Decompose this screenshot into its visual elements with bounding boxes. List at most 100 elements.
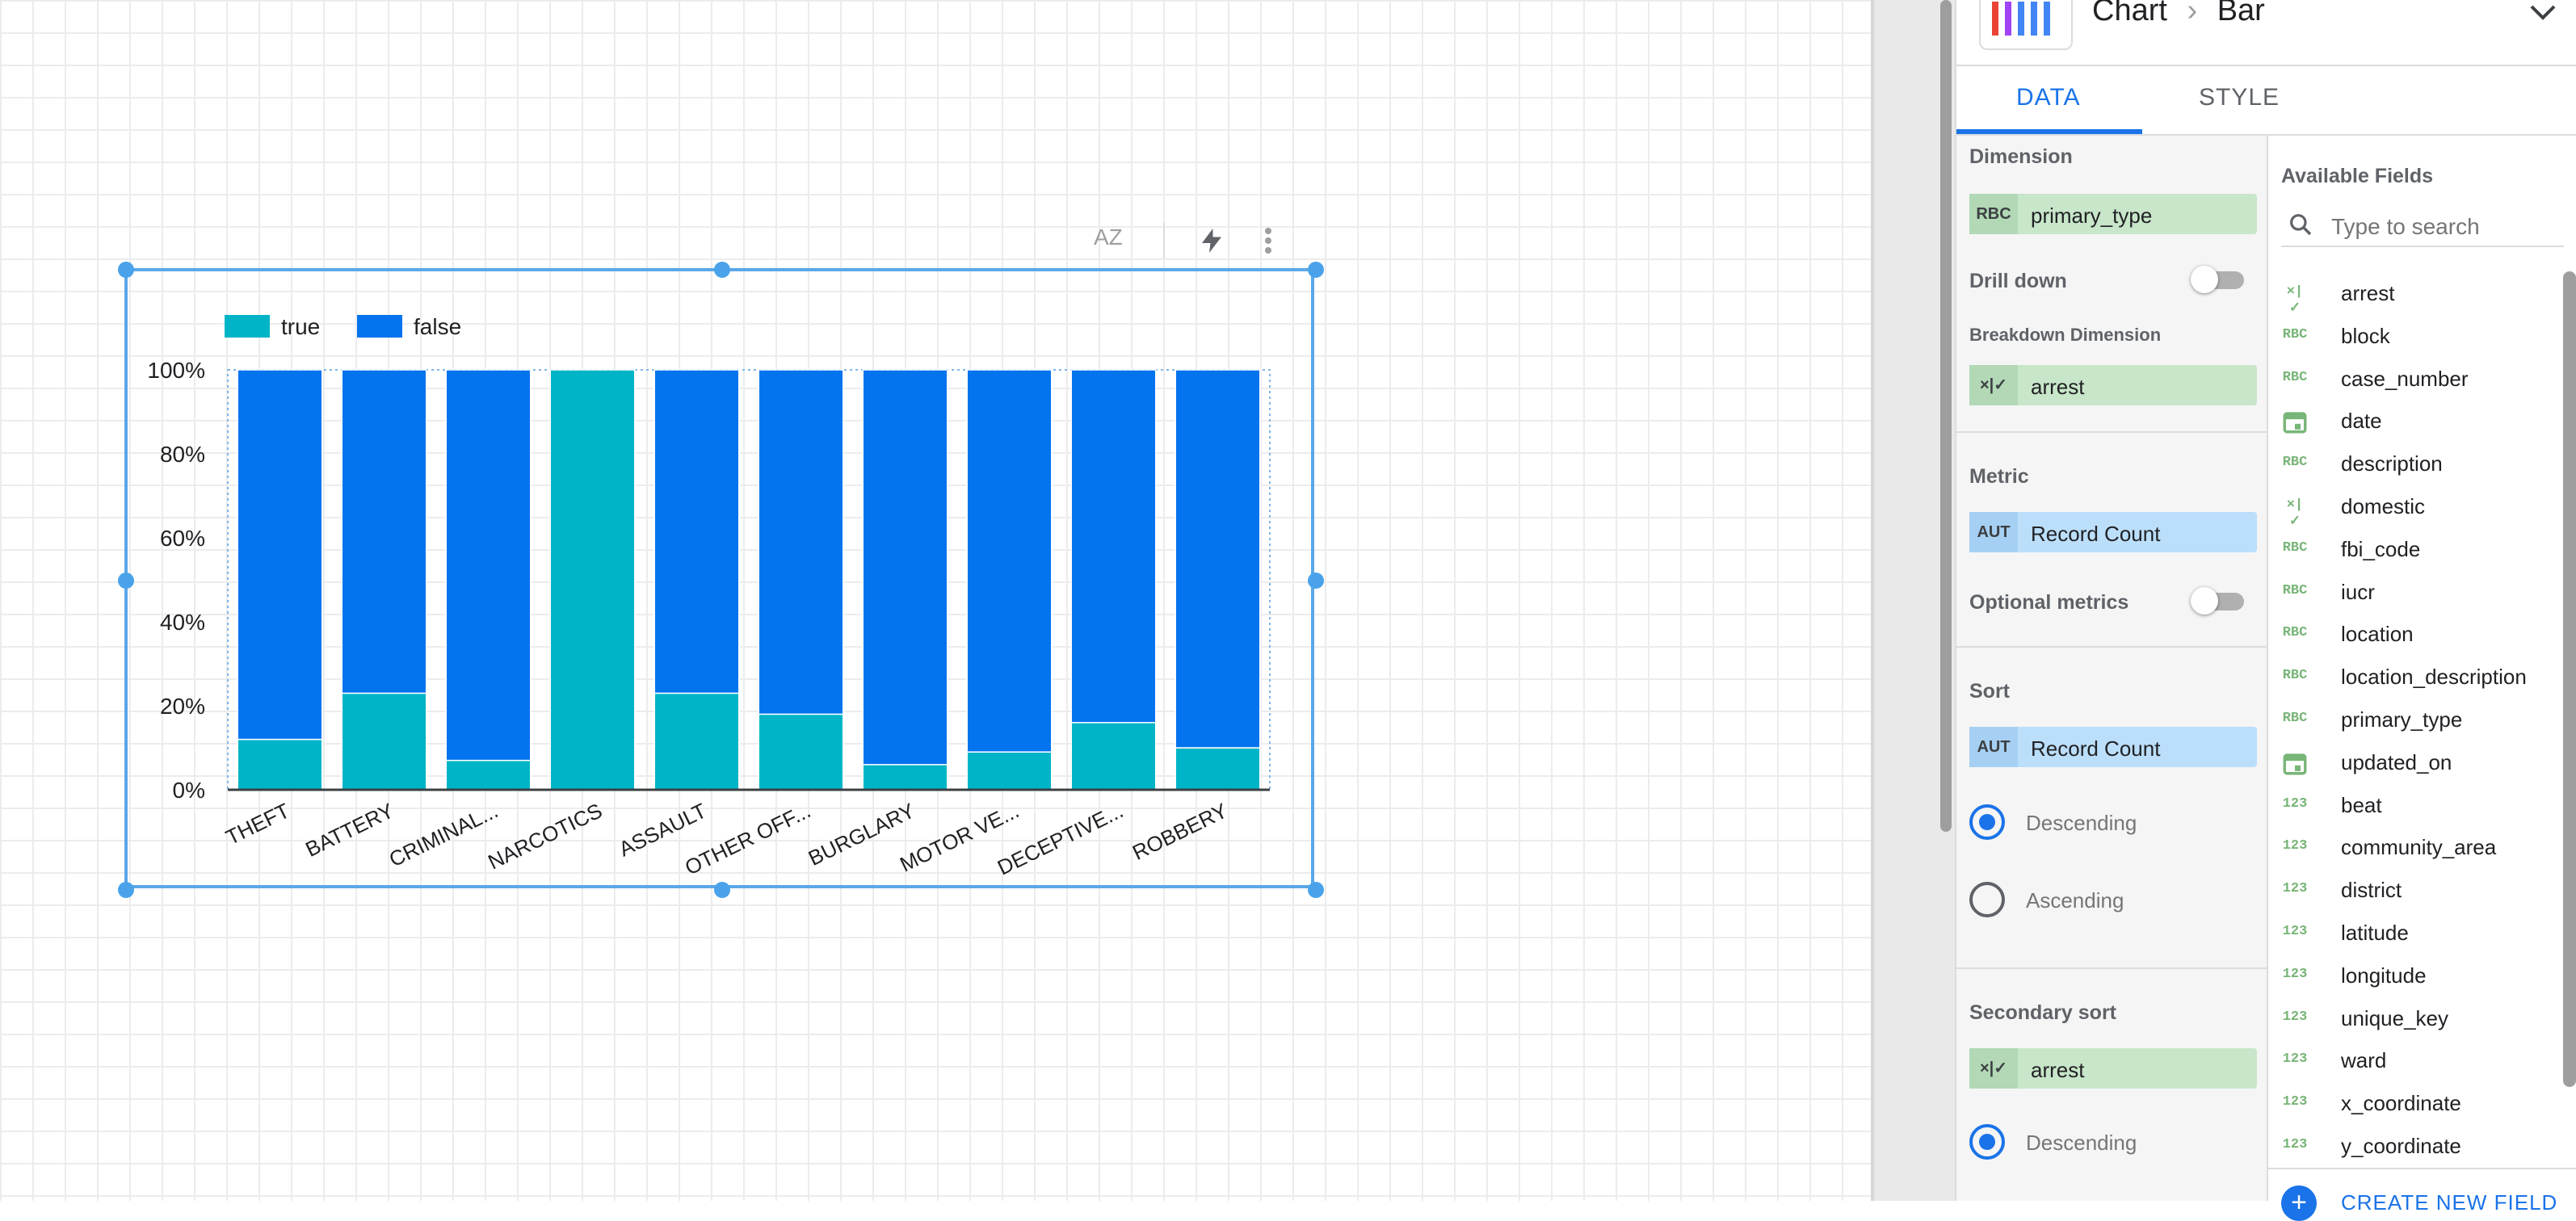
- plot-area-outline: [227, 369, 1271, 791]
- resize-handle-bottom-right[interactable]: [1308, 882, 1324, 898]
- bar-segment-false: [758, 369, 844, 715]
- lightning-icon[interactable]: [1197, 224, 1226, 257]
- canvas-scrollbar[interactable]: [1940, 0, 1952, 832]
- field-item[interactable]: 123 district: [2268, 871, 2559, 913]
- number-type-icon: 123: [2282, 924, 2308, 939]
- field-item-name: iucr: [2341, 579, 2375, 604]
- field-item[interactable]: 123 community_area: [2268, 829, 2559, 871]
- bar-segment-false: [1175, 369, 1261, 749]
- bar-chart-type-icon[interactable]: [1979, 0, 2073, 50]
- optional-metrics-label: Optional metrics: [1969, 591, 2129, 614]
- field-item[interactable]: 123 beat: [2268, 787, 2559, 829]
- field-item[interactable]: RBC primary_type: [2268, 701, 2559, 743]
- text-type-icon: RBC: [2282, 369, 2308, 385]
- text-type-icon: RBC: [2282, 625, 2308, 641]
- field-item-name: ward: [2341, 1048, 2387, 1073]
- sort-label: Sort: [1969, 680, 2010, 703]
- properties-panel: Chart › Bar DATA STYLE Dimension RBC pri…: [1955, 0, 2576, 1221]
- calendar-icon: [2281, 749, 2309, 783]
- field-item[interactable]: RBC description: [2268, 445, 2559, 487]
- tab-data[interactable]: DATA: [2016, 84, 2081, 111]
- fields-scrollbar[interactable]: [2563, 271, 2576, 1087]
- boolean-type-icon: ×|✓: [2286, 497, 2304, 530]
- legend-label-true: true: [281, 314, 320, 339]
- number-type-icon: 123: [2282, 1009, 2308, 1025]
- resize-handle-bottom[interactable]: [714, 882, 730, 898]
- section-divider: [1956, 431, 2267, 433]
- x-tick-label: CRIMINAL...: [385, 798, 502, 871]
- field-item[interactable]: RBC block: [2268, 317, 2559, 359]
- more-vert-icon[interactable]: [1259, 224, 1278, 257]
- field-item[interactable]: 123 y_coordinate: [2268, 1127, 2559, 1169]
- tab-style[interactable]: STYLE: [2199, 84, 2280, 111]
- metric-chip[interactable]: AUT Record Count: [1969, 512, 2257, 552]
- field-item-name: y_coordinate: [2341, 1134, 2461, 1158]
- text-type-icon: RBC: [2282, 711, 2308, 726]
- sort-az-icon[interactable]: AZ: [1094, 224, 1123, 250]
- field-search-input[interactable]: [2330, 210, 2559, 244]
- field-item[interactable]: 123 x_coordinate: [2268, 1085, 2559, 1127]
- field-item-name: case_number: [2341, 366, 2469, 391]
- field-item-name: block: [2341, 323, 2390, 348]
- chevron-down-icon[interactable]: [2527, 2, 2559, 24]
- resize-handle-left[interactable]: [118, 573, 134, 589]
- chevron-right-icon: ›: [2187, 0, 2198, 27]
- field-item[interactable]: 123 unique_key: [2268, 1000, 2559, 1042]
- number-type-icon: 123: [2282, 795, 2308, 812]
- create-new-field-button[interactable]: + CREATE NEW FIELD: [2268, 1168, 2576, 1221]
- dimension-chip[interactable]: RBC primary_type: [1969, 194, 2257, 234]
- bar-segment-true: [1070, 722, 1157, 791]
- chart-type-breadcrumb[interactable]: Chart › Bar: [2092, 0, 2265, 28]
- field-item[interactable]: RBC location: [2268, 615, 2559, 657]
- metric-label: Metric: [1969, 465, 2029, 488]
- field-item[interactable]: 123 longitude: [2268, 957, 2559, 999]
- field-item[interactable]: updated_on: [2268, 744, 2559, 786]
- secondary-sort-field-name: arrest: [2031, 1058, 2085, 1082]
- bar-segment-true: [549, 369, 636, 791]
- boolean-type-icon: ×|✓: [1969, 365, 2018, 405]
- x-tick-label: NARCOTICS: [484, 798, 606, 874]
- y-tick-label: 20%: [160, 694, 205, 719]
- field-item[interactable]: ×|✓ domestic: [2268, 488, 2559, 530]
- field-item[interactable]: ×|✓ arrest: [2268, 275, 2559, 317]
- bar-segment-true: [653, 692, 740, 791]
- resize-handle-top-right[interactable]: [1308, 262, 1324, 278]
- resize-handle-bottom-left[interactable]: [118, 882, 134, 898]
- field-item[interactable]: date: [2268, 402, 2559, 444]
- field-item-name: location_description: [2341, 665, 2527, 690]
- sort-field-name: Record Count: [2031, 736, 2161, 761]
- bar-segment-true: [862, 764, 948, 791]
- data-configuration: Dimension RBC primary_type Drill down Br…: [1956, 136, 2268, 1201]
- resize-handle-top[interactable]: [714, 262, 730, 278]
- y-tick-label: 0%: [173, 778, 205, 803]
- auto-type-icon: AUT: [1969, 512, 2018, 552]
- panel-header: Chart › Bar: [1956, 0, 2576, 66]
- sort-chip[interactable]: AUT Record Count: [1969, 727, 2257, 767]
- secondary-sort-descending-radio[interactable]: [1969, 1124, 2005, 1160]
- resize-handle-top-left[interactable]: [118, 262, 134, 278]
- drill-down-toggle[interactable]: [2191, 265, 2247, 294]
- sort-ascending-radio[interactable]: [1969, 882, 2005, 917]
- number-type-icon: 123: [2282, 966, 2308, 982]
- number-type-icon: 123: [2282, 838, 2308, 854]
- field-item[interactable]: RBC location_description: [2268, 658, 2559, 700]
- field-item[interactable]: 123 ward: [2268, 1042, 2559, 1084]
- sort-descending-radio[interactable]: [1969, 804, 2005, 840]
- text-type-icon: RBC: [2282, 455, 2308, 471]
- canvas-gutter: [1874, 0, 1955, 1201]
- field-item[interactable]: RBC fbi_code: [2268, 531, 2559, 573]
- field-item-name: domestic: [2341, 494, 2426, 518]
- optional-metrics-toggle[interactable]: [2191, 586, 2247, 615]
- number-type-icon: 123: [2282, 1094, 2308, 1110]
- resize-handle-right[interactable]: [1308, 573, 1324, 589]
- canvas-edge: [1871, 0, 1874, 1201]
- field-item[interactable]: RBC iucr: [2268, 573, 2559, 615]
- breakdown-dimension-chip[interactable]: ×|✓ arrest: [1969, 365, 2257, 405]
- secondary-sort-chip[interactable]: ×|✓ arrest: [1969, 1048, 2257, 1089]
- field-item[interactable]: 123 latitude: [2268, 914, 2559, 956]
- text-type-icon: RBC: [2282, 326, 2308, 342]
- field-item[interactable]: RBC case_number: [2268, 360, 2559, 402]
- create-new-field-label: CREATE NEW FIELD: [2341, 1190, 2558, 1215]
- field-item-name: district: [2341, 878, 2402, 903]
- metric-field-name: Record Count: [2031, 522, 2161, 546]
